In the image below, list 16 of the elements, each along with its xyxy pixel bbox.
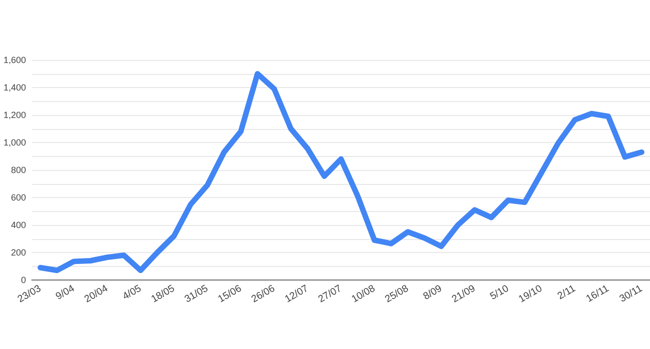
x-tick-label: 8/09 bbox=[422, 283, 444, 302]
y-tick-label: 1,600 bbox=[3, 55, 26, 65]
x-tick-label: 16/11 bbox=[584, 283, 612, 305]
y-tick-label: 1,000 bbox=[3, 138, 26, 148]
y-tick-label: 200 bbox=[10, 248, 26, 258]
y-tick-label: 400 bbox=[10, 220, 26, 230]
x-tick-label: 4/05 bbox=[120, 283, 144, 302]
y-tick-label: 0 bbox=[20, 275, 26, 285]
y-tick-label: 800 bbox=[10, 165, 26, 175]
x-tick-label: 5/10 bbox=[488, 283, 512, 302]
x-tick-label: 2/11 bbox=[556, 283, 578, 302]
y-tick-label: 1,400 bbox=[3, 82, 26, 92]
y-tick-label: 1,200 bbox=[3, 110, 26, 120]
x-tick-label: 9/04 bbox=[54, 283, 77, 302]
x-tick-label: 30/11 bbox=[618, 283, 645, 305]
y-tick-label: 600 bbox=[10, 192, 26, 202]
